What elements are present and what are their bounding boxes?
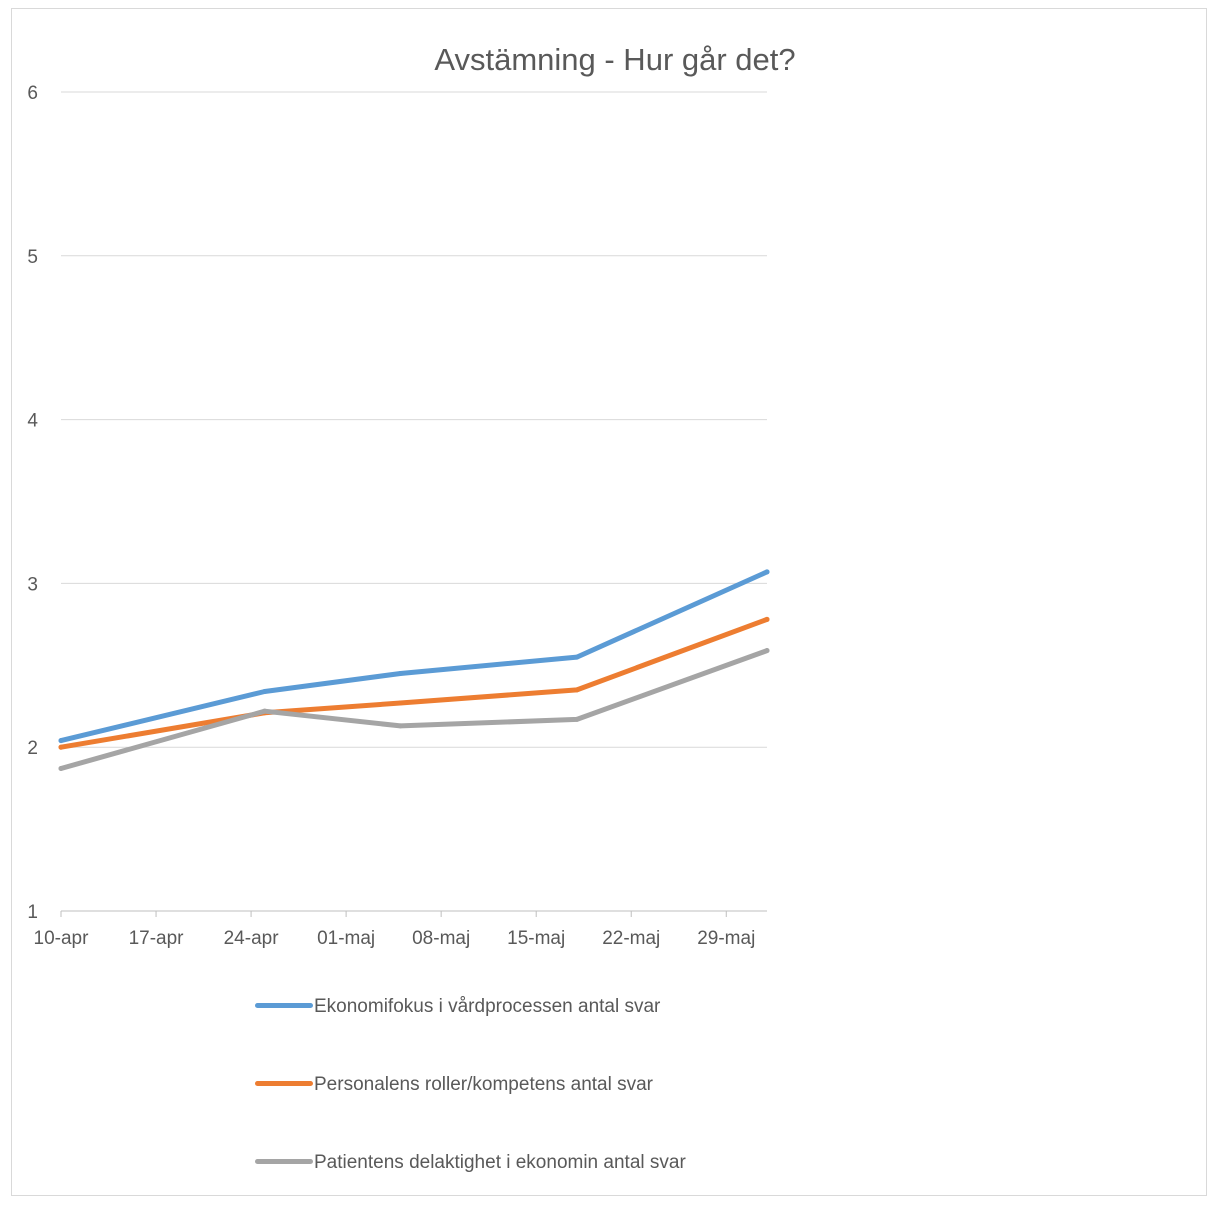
data-point-1-4 <box>764 616 770 622</box>
chart-title: Avstämning - Hur går det? <box>434 42 795 77</box>
series-line-2 <box>58 648 770 771</box>
data-point-0-2 <box>397 670 403 676</box>
chart-frame <box>11 8 1207 1196</box>
series-lines <box>58 569 770 771</box>
legend-swatch-ekonomifokus <box>255 1003 313 1008</box>
axes: 1 2 3 4 5 6 10-apr 17-apr 24-apr 01-maj 08-maj 15-m… <box>27 83 767 949</box>
y-tick-label-4: 4 <box>27 411 38 432</box>
x-tick-label-17-apr: 17-apr <box>129 928 185 949</box>
legend-swatch-patientens-delaktighet <box>255 1159 313 1164</box>
x-tick-label-24-apr: 24-apr <box>224 928 280 949</box>
data-point-2-1 <box>262 708 268 714</box>
legend-label-ekonomifokus: Ekonomifokus i vårdprocessen antal svar <box>314 996 661 1017</box>
data-point-0-4 <box>764 569 770 575</box>
data-point-0-1 <box>262 689 268 695</box>
data-point-1-0 <box>58 744 64 750</box>
y-tick-label-3: 3 <box>27 574 38 595</box>
legend: Ekonomifokus i vårdprocessen antal svar … <box>255 993 715 1227</box>
y-tick-label-6: 6 <box>27 83 38 104</box>
y-tick-label-1: 1 <box>27 902 38 923</box>
x-tick-label-01-maj: 01-maj <box>317 928 375 949</box>
data-point-0-0 <box>58 738 64 744</box>
legend-label-personalens-roller: Personalens roller/kompetens antal svar <box>314 1074 654 1095</box>
x-tick-label-08-maj: 08-maj <box>412 928 470 949</box>
data-point-2-2 <box>397 723 403 729</box>
legend-swatch-personalens-roller <box>255 1081 313 1086</box>
x-tick-label-22-maj: 22-maj <box>602 928 660 949</box>
data-point-2-3 <box>574 716 580 722</box>
gridlines <box>61 91 767 748</box>
y-tick-label-2: 2 <box>27 738 38 759</box>
x-tick-label-29-maj: 29-maj <box>697 928 755 949</box>
data-point-2-0 <box>58 765 64 771</box>
y-tick-label-5: 5 <box>27 247 38 268</box>
legend-label-patientens-delaktighet: Patientens delaktighet i ekonomin antal … <box>314 1152 686 1173</box>
legend-item-patientens-delaktighet: Patientens delaktighet i ekonomin antal … <box>255 1149 715 1227</box>
line-chart: Avstämning - Hur går det? 1 2 3 4 5 6 10-apr 17… <box>27 42 795 949</box>
data-point-2-4 <box>764 648 770 654</box>
data-point-1-2 <box>397 700 403 706</box>
legend-item-ekonomifokus: Ekonomifokus i vårdprocessen antal svar <box>255 993 715 1071</box>
data-point-0-3 <box>574 654 580 660</box>
legend-item-personalens-roller: Personalens roller/kompetens antal svar <box>255 1071 715 1149</box>
data-point-1-3 <box>574 687 580 693</box>
x-tick-label-10-apr: 10-apr <box>34 928 90 949</box>
series-line-1 <box>58 616 770 750</box>
x-tick-label-15-maj: 15-maj <box>507 928 565 949</box>
